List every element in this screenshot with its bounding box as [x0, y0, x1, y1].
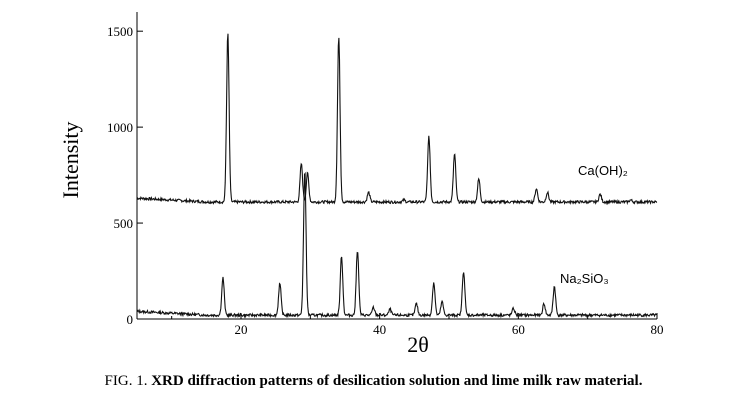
caption-prefix: FIG. 1.: [104, 373, 148, 389]
y-axis-label: Intensity: [58, 122, 83, 199]
series-line-caoh2: [136, 33, 658, 206]
y-tick-label: 1500: [107, 24, 133, 39]
series-line-na2sio3: [136, 171, 657, 319]
x-tick-label: 80: [651, 322, 664, 337]
x-tick-label: 40: [373, 322, 386, 337]
series-label-na2sio3: Na₂SiO₃: [560, 271, 609, 286]
series-label-caoh2: Ca(OH)₂: [578, 163, 628, 178]
x-tick-label: 60: [512, 322, 525, 337]
y-tick-label: 0: [127, 312, 134, 327]
caption-text: XRD diffraction patterns of desilication…: [151, 373, 643, 389]
figure-caption: FIG. 1. XRD diffraction patterns of desi…: [0, 373, 747, 390]
x-axis-label: 2θ: [407, 332, 429, 357]
plot-area: 20 40 60 80 0 500 1000 1500 Ca(OH)₂ Na₂SiO₃: [107, 12, 664, 337]
y-tick-label: 1000: [107, 120, 133, 135]
y-tick-label: 500: [114, 216, 134, 231]
x-tick-label: 20: [235, 322, 248, 337]
